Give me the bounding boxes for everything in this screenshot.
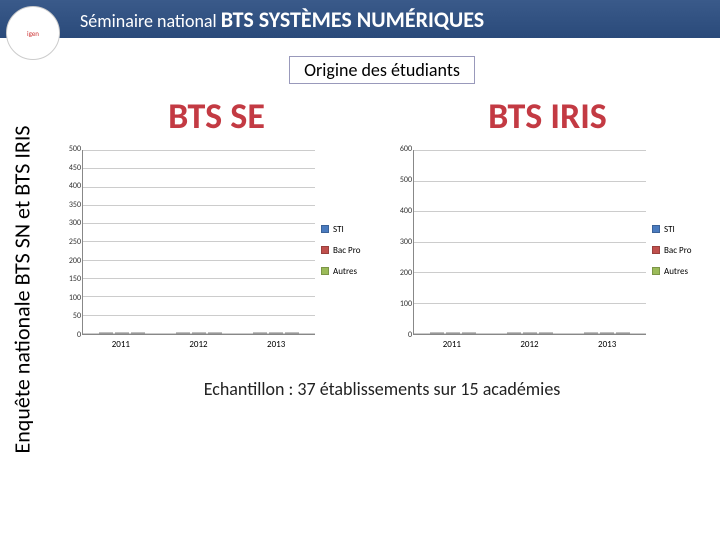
y-tick: 350 — [57, 200, 81, 210]
chart-body: 6005004003002001000 201120122013 STI Bac Pr… — [387, 150, 708, 350]
bar-group — [99, 332, 145, 334]
legend-item: Autres — [652, 266, 708, 277]
sidebar-text: Enquête nationale BTS SN et BTS IRIS — [9, 125, 36, 453]
bar — [584, 332, 598, 334]
bar-groups — [83, 150, 315, 334]
y-tick: 600 — [388, 144, 412, 154]
x-tick: 2011 — [82, 339, 160, 350]
logo-text: igen — [27, 30, 39, 37]
chart-body: 5004504003503002502001501005002011201220… — [56, 150, 377, 350]
bar-group — [430, 332, 476, 334]
subtitle: Origine des étudiants — [289, 56, 475, 84]
logo-badge: igen — [6, 6, 60, 60]
plot-area: 6005004003002001000 — [413, 150, 646, 335]
bar — [430, 332, 444, 334]
bar — [176, 332, 190, 334]
y-tick: 250 — [57, 237, 81, 247]
y-axis: 500450400350300250200150100500 — [57, 144, 81, 340]
legend-swatch — [321, 246, 329, 254]
bar — [616, 332, 630, 334]
y-tick: 200 — [57, 256, 81, 266]
y-tick: 150 — [57, 274, 81, 284]
legend-swatch — [321, 225, 329, 233]
legend-label: STI — [664, 224, 675, 235]
x-axis: 201120122013 — [82, 339, 315, 350]
x-tick: 2013 — [568, 339, 646, 350]
y-tick: 400 — [388, 206, 412, 216]
y-tick: 100 — [57, 293, 81, 303]
y-tick: 300 — [57, 218, 81, 228]
bar — [600, 332, 614, 334]
y-tick: 500 — [388, 175, 412, 185]
y-tick: 0 — [57, 330, 81, 340]
legend-swatch — [652, 246, 660, 254]
legend-label: Bac Pro — [664, 245, 691, 256]
legend-item: Bac Pro — [321, 245, 377, 256]
bar — [523, 332, 537, 334]
bar — [462, 332, 476, 334]
banner-bold: BTS SYSTÈMES NUMÉRIQUES — [221, 6, 484, 33]
plot-area: 500450400350300250200150100500 — [82, 150, 315, 335]
chart-column: BTS IRIS6005004003002001000201120122013S… — [387, 94, 708, 350]
bar — [269, 332, 283, 334]
bar — [115, 332, 129, 334]
bar — [539, 332, 553, 334]
chart-column: BTS SE5004504003503002502001501005002011… — [56, 94, 377, 350]
legend-label: STI — [333, 224, 344, 235]
legend-item: Autres — [321, 266, 377, 277]
y-tick: 400 — [57, 181, 81, 191]
legend-label: Autres — [333, 266, 357, 277]
subtitle-wrap: Origine des étudiants — [56, 56, 708, 84]
x-tick: 2012 — [491, 339, 569, 350]
legend-swatch — [652, 267, 660, 275]
charts-row: BTS SE5004504003503002502001501005002011… — [56, 94, 708, 350]
bar — [253, 332, 267, 334]
y-tick: 300 — [388, 237, 412, 247]
y-axis: 600 500 400 300 200 100 0 — [388, 144, 412, 340]
legend: STI Bac Pro Autres — [646, 150, 708, 350]
x-tick: 2011 — [413, 339, 491, 350]
x-tick: 2012 — [160, 339, 238, 350]
bar-group — [507, 332, 553, 334]
bar — [208, 332, 222, 334]
banner-text: Séminaire national BTS SYSTÈMES NUMÉRIQU… — [80, 6, 484, 33]
sidebar: Enquête nationale BTS SN et BTS IRIS — [0, 38, 44, 540]
footer-text: Echantillon : 37 établissements sur 15 a… — [56, 378, 708, 400]
y-tick: 50 — [57, 311, 81, 321]
legend-label: Bac Pro — [333, 245, 360, 256]
bar-group — [584, 332, 630, 334]
legend-label: Autres — [664, 266, 688, 277]
bar-groups — [414, 150, 646, 334]
y-tick: 500 — [57, 144, 81, 154]
y-tick: 0 — [388, 330, 412, 340]
bar — [285, 332, 299, 334]
legend: STI Bac Pro Autres — [315, 150, 377, 350]
chart-title: BTS IRIS — [387, 94, 708, 138]
bar — [507, 332, 521, 334]
x-axis: 201120122013 — [413, 339, 646, 350]
title-banner: Séminaire national BTS SYSTÈMES NUMÉRIQU… — [0, 0, 720, 38]
legend-swatch — [652, 225, 660, 233]
bar — [192, 332, 206, 334]
bar — [99, 332, 113, 334]
legend-swatch — [321, 267, 329, 275]
y-tick: 450 — [57, 163, 81, 173]
content-area: Origine des étudiants BTS SE500450400350… — [44, 38, 720, 540]
bar-group — [176, 332, 222, 334]
bar — [446, 332, 460, 334]
x-tick: 2013 — [237, 339, 315, 350]
legend-item: STI — [652, 224, 708, 235]
bar-group — [253, 332, 299, 334]
y-tick: 200 — [388, 268, 412, 278]
legend-item: Bac Pro — [652, 245, 708, 256]
bar — [131, 332, 145, 334]
banner-prefix: Séminaire national — [80, 10, 221, 32]
legend-item: STI — [321, 224, 377, 235]
chart-title: BTS SE — [56, 94, 377, 138]
y-tick: 100 — [388, 299, 412, 309]
